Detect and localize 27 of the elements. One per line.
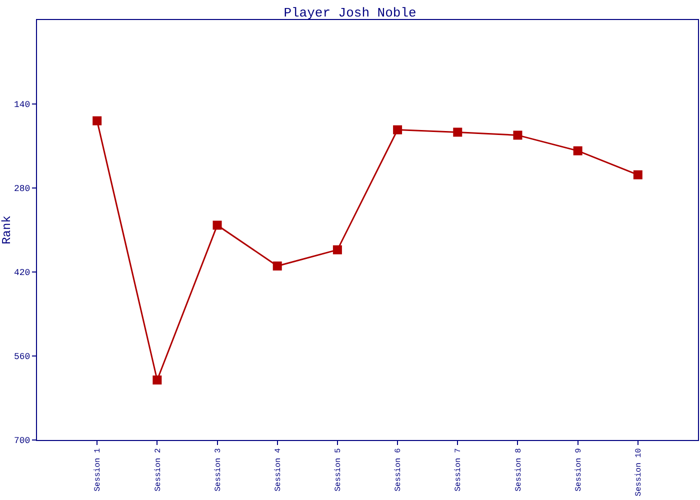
y-tick-label: 140 — [14, 100, 30, 110]
x-tick-label: Session 7 — [454, 448, 464, 492]
y-tick-label: 280 — [14, 184, 30, 194]
chart-title: Player Josh Noble — [284, 6, 416, 21]
y-tick-label: 420 — [14, 268, 30, 278]
point — [332, 245, 342, 254]
y-tick-label: 700 — [14, 436, 30, 446]
x-tick-label: Session 3 — [214, 448, 223, 492]
x-tick-label: Session 10 — [634, 448, 644, 496]
point — [272, 262, 282, 270]
point — [633, 170, 642, 180]
x-tick-label: Session 6 — [394, 448, 404, 492]
x-tick-label: Session 2 — [154, 448, 163, 492]
x-tick-label: Session 9 — [574, 448, 584, 492]
point — [453, 128, 462, 137]
point — [573, 146, 582, 156]
x-tick-label: Session 8 — [514, 448, 524, 492]
x-tick-label: Session 4 — [274, 448, 283, 492]
y-tick-label: 560 — [14, 352, 30, 362]
y-axis-title: Rank — [0, 216, 14, 244]
point — [152, 376, 162, 384]
point — [212, 220, 222, 230]
point — [393, 125, 402, 134]
point — [92, 116, 102, 126]
x-tick-label: Session 1 — [94, 448, 103, 492]
point — [513, 130, 522, 140]
x-tick-label: Session 5 — [334, 448, 344, 492]
